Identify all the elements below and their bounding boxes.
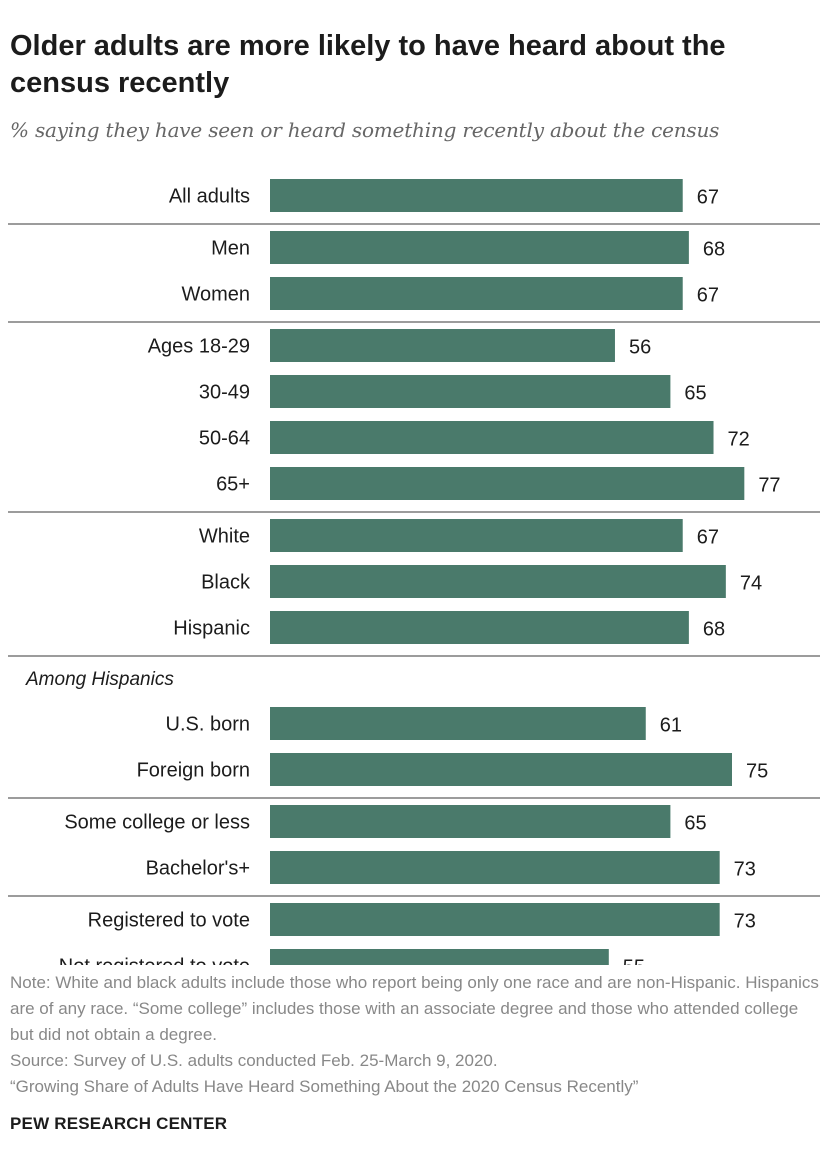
source-text: Source: Survey of U.S. adults conducted …: [10, 1051, 498, 1070]
category-label-registered-to-vote: Registered to vote: [88, 910, 250, 932]
value-label-bachelor-s: 73: [734, 859, 756, 881]
category-label-30-49: 30-49: [199, 382, 250, 404]
group-heading-label: Among Hispanics: [25, 669, 174, 690]
value-label-foreign-born: 75: [746, 761, 768, 783]
category-label-women: Women: [181, 284, 250, 306]
value-label-not-registered-to-vote: 55: [623, 957, 645, 966]
value-label-black: 74: [740, 573, 762, 595]
value-label-30-49: 65: [684, 383, 706, 405]
bar-white: [270, 519, 683, 552]
category-label-not-registered-to-vote: Not registered to vote: [59, 956, 250, 966]
bar-all-adults: [270, 179, 683, 212]
category-label-u-s-born: U.S. born: [166, 714, 250, 736]
bar-women: [270, 277, 683, 310]
bar-foreign-born: [270, 753, 732, 786]
footer-notes: Note: White and black adults include tho…: [10, 970, 820, 1100]
bar-30-49: [270, 375, 671, 408]
category-label-50-64: 50-64: [199, 428, 250, 450]
value-label-65: 77: [758, 475, 780, 497]
value-label-men: 68: [703, 239, 725, 261]
bar-men: [270, 231, 689, 264]
bar-some-college-or-less: [270, 805, 671, 838]
category-label-hispanic: Hispanic: [173, 618, 250, 640]
value-label-women: 67: [697, 285, 719, 307]
category-label-white: White: [199, 526, 250, 548]
bar-65: [270, 467, 745, 500]
category-label-some-college-or-less: Some college or less: [64, 812, 250, 834]
category-label-foreign-born: Foreign born: [137, 760, 250, 782]
note-text: Note: White and black adults include tho…: [10, 973, 819, 1044]
bar-chart: All adults 67 Men 68 Women 67 Ages 18-29 56 30-4…: [8, 179, 820, 966]
bar-not-registered-to-vote: [270, 949, 609, 965]
category-label-65: 65+: [216, 474, 250, 496]
category-label-bachelor-s: Bachelor's+: [146, 858, 250, 880]
brand-name: PEW RESEARCH CENTER: [10, 1114, 228, 1133]
bar-hispanic: [270, 611, 689, 644]
bar-registered-to-vote: [270, 903, 720, 936]
value-label-some-college-or-less: 65: [684, 813, 706, 835]
value-label-all-adults: 67: [697, 187, 719, 209]
category-label-all-adults: All adults: [169, 186, 250, 208]
value-label-registered-to-vote: 73: [734, 911, 756, 933]
value-label-ages-18-29: 56: [629, 337, 651, 359]
value-label-u-s-born: 61: [660, 715, 682, 737]
chart-subtitle: % saying they have seen or heard somethi…: [10, 118, 720, 142]
bar-50-64: [270, 421, 714, 454]
value-label-hispanic: 68: [703, 619, 725, 641]
value-label-50-64: 72: [728, 429, 750, 451]
category-label-black: Black: [201, 572, 251, 594]
value-label-white: 67: [697, 527, 719, 549]
category-label-men: Men: [211, 238, 250, 260]
category-label-ages-18-29: Ages 18-29: [148, 336, 250, 358]
bar-bachelor-s: [270, 851, 720, 884]
bar-u-s-born: [270, 707, 646, 740]
bar-black: [270, 565, 726, 598]
bar-ages-18-29: [270, 329, 615, 362]
report-title-text: “Growing Share of Adults Have Heard Some…: [10, 1077, 639, 1096]
chart-title: Older adults are more likely to have hea…: [10, 30, 726, 99]
